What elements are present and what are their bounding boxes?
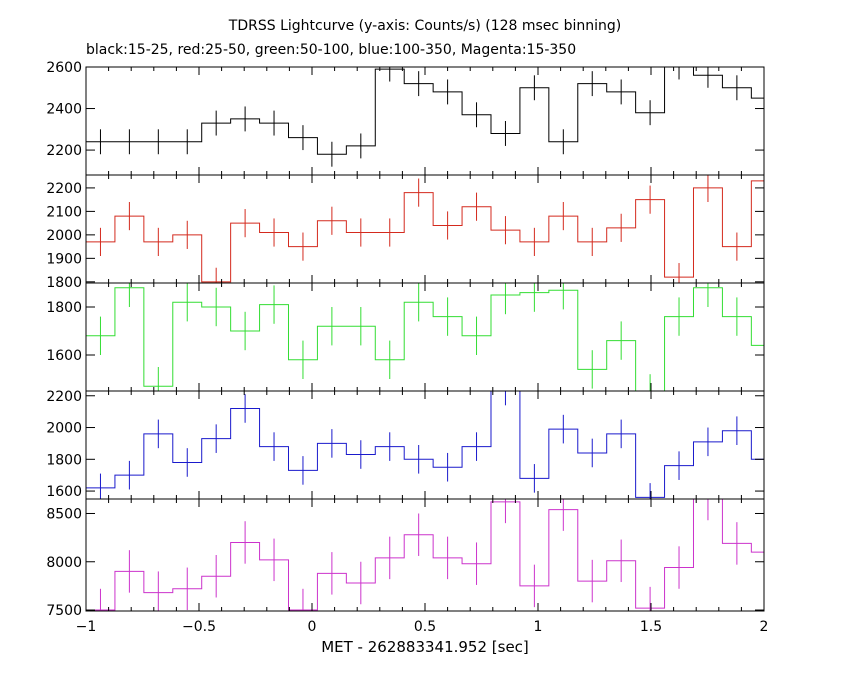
y-tick-label: 2400 [46, 102, 82, 118]
y-tick-label: 2100 [46, 204, 82, 220]
y-tick-label: 1800 [46, 300, 82, 316]
y-tick-label: 2200 [46, 143, 82, 159]
chart-title: TDRSS Lightcurve (y-axis: Counts/s) (128… [228, 18, 622, 34]
series-line-4 [86, 499, 764, 611]
y-tick-label: 2000 [46, 421, 82, 437]
y-tick-label: 8500 [46, 506, 82, 522]
x-tick-label: 2 [760, 619, 769, 635]
chart-subtitle-legend: black:15-25, red:25-50, green:50-100, bl… [86, 42, 577, 58]
y-tick-label: 2600 [46, 60, 82, 76]
y-tick-label: 1600 [46, 348, 82, 364]
y-tick-label: 1600 [46, 484, 82, 500]
x-tick-label: 1 [534, 619, 543, 635]
panel-frame [85, 390, 765, 500]
series-line-2 [86, 287, 764, 391]
panel-2: 1600 1800 [46, 282, 765, 392]
x-tick-label: 0.5 [414, 619, 436, 635]
panel-4: 7500 8000 8500 [46, 498, 765, 619]
x-tick-label: −0.5 [182, 619, 216, 635]
x-axis-label: MET - 262883341.952 [sec] [321, 638, 529, 656]
y-tick-label: 1800 [46, 452, 82, 468]
x-tick-label: 0 [308, 619, 317, 635]
y-tick-label: 1900 [46, 251, 82, 267]
y-tick-label: 2200 [46, 181, 82, 197]
y-tick-label: 2000 [46, 228, 82, 244]
series-line-0 [86, 67, 764, 155]
y-tick-label: 2200 [46, 389, 82, 405]
y-tick-label: 7500 [46, 603, 82, 619]
series-line-3 [86, 391, 764, 498]
x-tick-label: 1.5 [640, 619, 662, 635]
panel-0: 2200 2400 2600 [46, 60, 765, 176]
panel-3: 1600 1800 2000 2200 [46, 389, 765, 500]
x-tick-label: −1 [76, 619, 97, 635]
y-tick-label: 8000 [46, 555, 82, 571]
y-tick-label: 1800 [46, 275, 82, 291]
panel-1: 1800 1900 2000 2100 2200 [46, 174, 765, 291]
series-line-1 [86, 180, 764, 283]
